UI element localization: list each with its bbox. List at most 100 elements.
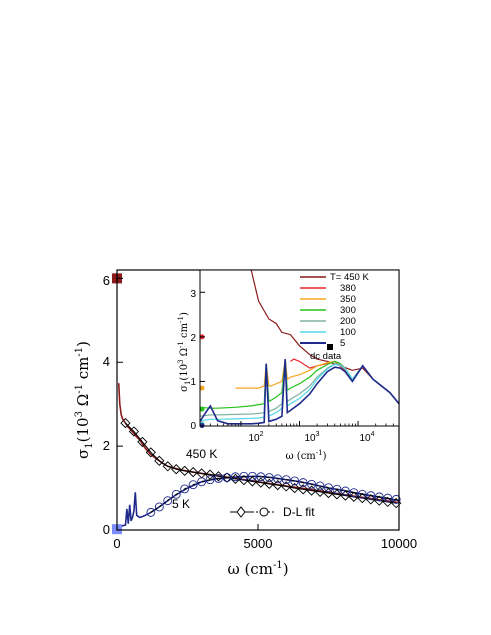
main-fit-diamond-point (323, 487, 334, 499)
inset-xtick-1e2-base: 10 (248, 433, 260, 444)
main-xtick-5000: 5000 (244, 536, 273, 551)
main-fit-circle-point (163, 496, 173, 506)
main-fit-diamond-point (145, 447, 156, 458)
main-fit-circle-point (188, 480, 198, 490)
main-fit-circle-point (324, 483, 333, 493)
inset-dc-point-300 (199, 406, 205, 412)
main-fit-circle-point (230, 472, 240, 482)
inset-legend-label-200: 200 (340, 316, 356, 327)
main-fit-circle-point (171, 489, 181, 499)
main-fit-diamond-point (188, 466, 199, 478)
main-fit-circle-point (383, 493, 393, 503)
main-fit-diamond-point (120, 417, 131, 429)
main-fit-diamond-point (128, 426, 140, 437)
main-fit-circle-point (307, 479, 317, 489)
main-fit-diamond-point (154, 455, 165, 466)
inset-dc-points-layer (199, 334, 205, 429)
annotation-5k: 5 K (172, 497, 190, 511)
inset-xlabel-main: ω (cm (285, 451, 316, 462)
main-fit-diamond-point (255, 477, 266, 488)
inset-series-layer (199, 269, 400, 425)
main-xlabel-tail: ) (283, 560, 289, 578)
main-fit-diamond-point (204, 469, 216, 480)
inset-dc-point-350 (199, 385, 205, 391)
main-xlabel-main: ω (cm (227, 560, 272, 578)
inset-legend: T= 450 K 380 350 300 200 100 5 dc data (300, 272, 369, 362)
inset-xtick-1e3: 103 (304, 431, 319, 444)
main-fit-circle-point (239, 471, 249, 481)
inset-xtick-1e4-base: 10 (359, 433, 371, 444)
main-fit-circle-point (256, 472, 266, 482)
main-fit-circle-point (214, 473, 223, 483)
main-fit-diamond-point (230, 473, 241, 484)
inset-series-line-5 (199, 359, 400, 425)
main-xtick-0: 0 (113, 536, 120, 551)
main-ylabel-open: (10 (74, 417, 92, 442)
inset-xtick-1e4-exp: 4 (371, 431, 375, 438)
inset-ytick-1: 1 (190, 377, 196, 388)
inset-ytick-0: 0 (190, 421, 196, 432)
inset-legend-label-300: 300 (340, 305, 356, 316)
inset-ylabel-close: ) (179, 312, 190, 316)
main-fit-circle-point (264, 473, 274, 483)
main-fit-diamond-point (331, 489, 343, 500)
inset-ytick-3: 3 (190, 289, 196, 300)
main-fit-circle-point (366, 491, 376, 501)
inset-xlabel-sup: -1 (316, 449, 323, 457)
main-ytick-0: 0 (103, 522, 110, 537)
legend-circle-marker (259, 507, 269, 517)
inset-ylabel-open: (10 (179, 364, 190, 381)
inset-ylabel-sigma: σ (179, 385, 190, 392)
inset-ylabel-omega: Ω (179, 348, 190, 359)
main-fit-diamond-point (314, 486, 326, 497)
main-fit-diamond-point (221, 472, 233, 483)
inset-legend-label-100: 100 (340, 327, 356, 338)
inset-xtick-1e2-exp: 2 (260, 431, 264, 438)
inset-ylabel-e3: -1 (177, 316, 185, 323)
main-plot: 0 5000 10000 0 2 4 6 ω (cm-1) σ1(103 Ω-1… (74, 269, 417, 578)
main-fit-circle-point (340, 486, 350, 496)
main-fit-diamond-point (247, 476, 258, 487)
main-ytick-2: 2 (103, 438, 110, 453)
main-fit-diamond-point (264, 478, 275, 490)
main-fit-circle-point (349, 488, 359, 498)
main-series-line-d-l-fit-450-k (125, 422, 397, 504)
main-fit-circle-point (391, 494, 401, 504)
main-ylabel-e1: 3 (74, 411, 85, 417)
inset-ylabel-e2: -1 (177, 341, 185, 348)
inset-plot: 0 1 2 3 102 103 104 ω (cm-1) σ1(103 Ω-1 … (177, 269, 400, 462)
main-fit-circle-point (273, 474, 283, 484)
main-fit-diamond-point (171, 464, 182, 475)
main-ylabel-e2: -1 (74, 384, 85, 394)
main-ylabel-close: ) (74, 341, 92, 347)
main-ylabel-omega: Ω (74, 394, 92, 411)
main-fit-circle-point (154, 502, 164, 512)
main-fit-diamond-point (179, 465, 190, 477)
inset-ylabel: σ1(103 Ω-1 cm-1) (177, 312, 192, 392)
main-fit-circle-point (357, 489, 367, 499)
main-fit-circle-point (374, 492, 384, 502)
main-ylabel-sigma: σ (74, 449, 92, 459)
inset-legend-dc-marker (327, 344, 333, 350)
main-ylabel-sub: 1 (84, 442, 95, 448)
main-fit-circle-point (315, 481, 325, 491)
main-fit-circle-point (247, 471, 257, 481)
main-ticks-layer (116, 277, 400, 531)
main-fit-diamond-point (137, 436, 148, 448)
inset-xlabel: ω (cm-1) (285, 449, 326, 462)
main-ylabel: σ1(103 Ω-1 cm-1) (74, 341, 95, 459)
inset-legend-label-380: 380 (340, 283, 356, 294)
inset-xtick-1e3-base: 10 (304, 433, 316, 444)
inset-ytick-2: 2 (190, 333, 196, 344)
legend-diamond-marker (236, 506, 246, 518)
inset-xtick-1e3-exp: 3 (316, 431, 320, 438)
inset-ylabel-e1: 3 (177, 359, 185, 363)
main-fit-diamond-point (281, 481, 292, 492)
inset-legend-label-5: 5 (340, 338, 345, 349)
main-fit-circle-point (222, 473, 232, 483)
main-fit-circle-point (146, 507, 156, 517)
inset-ylabel-cm: cm (179, 322, 190, 341)
inset-legend-label-350: 350 (340, 294, 356, 305)
main-legend: D-L fit (230, 505, 315, 519)
